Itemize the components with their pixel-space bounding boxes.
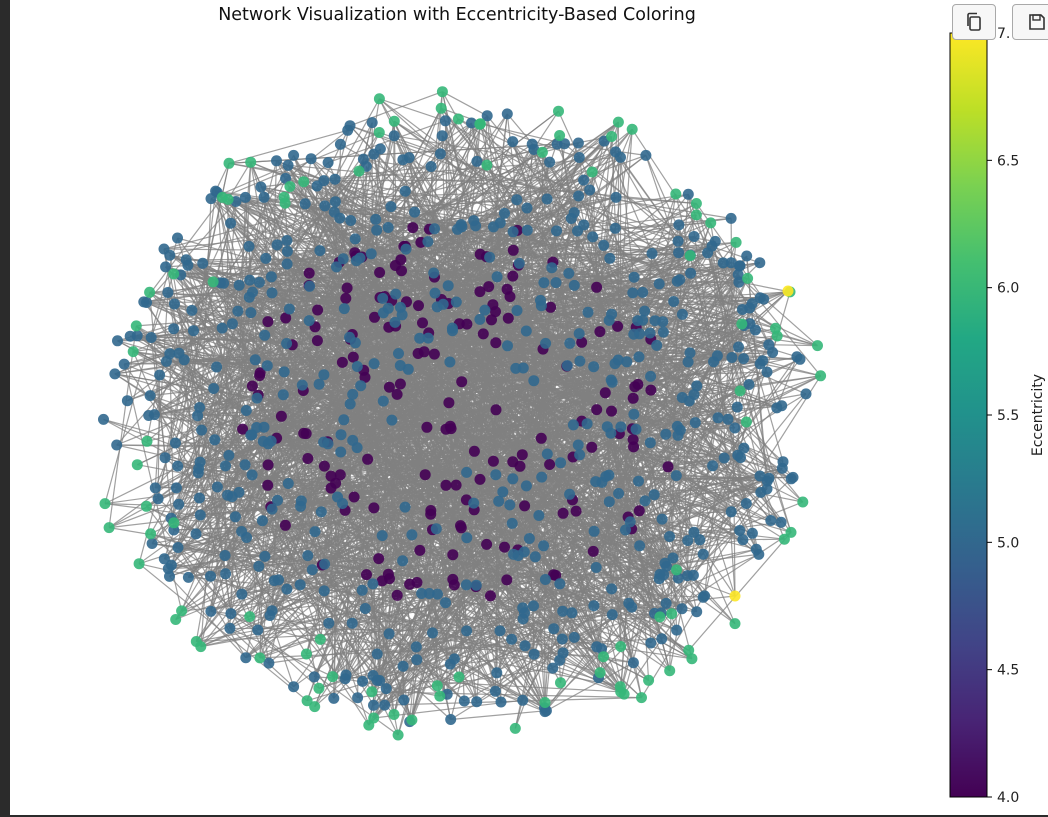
network-edge	[267, 464, 613, 616]
network-edge	[272, 553, 759, 612]
network-edge	[188, 576, 563, 612]
network-edge	[349, 336, 579, 446]
network-edge	[659, 511, 732, 618]
network-edge	[450, 710, 547, 721]
network-edge	[334, 178, 637, 430]
colorbar-tick-label: 4.0	[997, 790, 1019, 806]
copy-button[interactable]	[952, 4, 996, 40]
network-edge	[155, 276, 635, 489]
network-edge	[768, 344, 818, 347]
colorbar-tick-label: 7.	[997, 26, 1010, 42]
copy-icon	[967, 12, 981, 31]
network-edge	[177, 514, 201, 548]
network-edge	[164, 457, 441, 697]
floppy-disk-icon	[1029, 14, 1045, 30]
network-edge	[143, 197, 223, 303]
network-edge	[704, 274, 739, 596]
colorbar-tick-label: 4.5	[997, 663, 1019, 679]
network-edge	[776, 356, 798, 409]
network-edge	[379, 98, 446, 122]
network-edge	[604, 392, 760, 555]
network-edge	[349, 91, 443, 127]
network-edge	[766, 371, 778, 409]
chart-title: Network Visualization with Eccentricity-…	[218, 5, 696, 25]
network-edge	[502, 491, 563, 640]
colorbar-gradient	[949, 32, 988, 798]
save-button[interactable]	[1012, 4, 1048, 40]
network-edge	[437, 645, 526, 687]
colorbar-tick-label: 6.0	[997, 281, 1019, 297]
network-edge	[173, 303, 347, 676]
colorbar-tick-label: 6.5	[997, 153, 1019, 169]
colorbar-tick-label: 5.0	[997, 535, 1019, 551]
network-edge	[228, 143, 565, 164]
edge-layer	[103, 91, 822, 736]
network-edge	[611, 429, 681, 615]
network-edge	[238, 491, 465, 702]
colorbar-label: Eccentricity	[1030, 374, 1046, 456]
network-edge	[362, 300, 542, 682]
window-left-border	[0, 0, 10, 817]
network-edge	[441, 91, 555, 629]
network-edge	[248, 296, 688, 577]
network-edge	[476, 488, 768, 703]
colorbar-tick-label: 5.5	[997, 408, 1019, 424]
window-bottom-border	[0, 815, 1048, 817]
colorbar-ticks: 4.0 4.5 5.0 5.5 6.0 6.5 7.	[987, 26, 1019, 806]
network-edge	[544, 662, 634, 713]
network-edge	[241, 531, 452, 720]
